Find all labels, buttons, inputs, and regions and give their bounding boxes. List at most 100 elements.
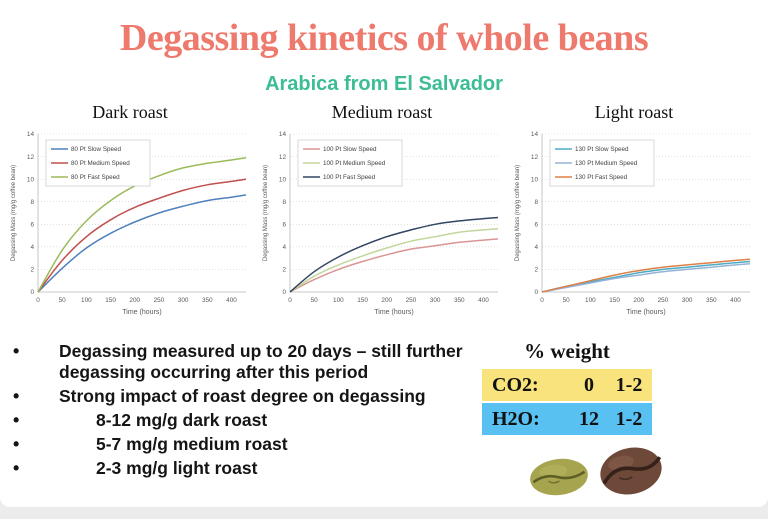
- bottom-section: • Degassing measured up to 20 days – stil…: [0, 335, 768, 497]
- weight-panel: % weight CO2: 0 1-2 H2O: 12 1-2: [466, 335, 768, 497]
- y-tick-label: 14: [27, 131, 35, 138]
- y-tick-label: 4: [30, 244, 34, 251]
- x-tick-label: 350: [202, 297, 213, 304]
- bullet-dot: •: [13, 457, 20, 478]
- x-tick-label: 50: [563, 297, 571, 304]
- x-axis-label: Time (hours): [374, 309, 413, 316]
- series-line: [289, 238, 499, 293]
- bullet-item: • 8-12 mg/g dark roast: [4, 410, 466, 432]
- bullet-dot: •: [13, 385, 20, 406]
- bullet-list: • Degassing measured up to 20 days – stil…: [0, 341, 466, 497]
- x-tick-label: 150: [357, 297, 368, 304]
- slide-subtitle: Arabica from El Salvador: [265, 73, 503, 95]
- y-tick-label: 2: [30, 267, 34, 274]
- x-tick-label: 200: [381, 297, 392, 304]
- chart-title-medium: Medium roast: [331, 102, 433, 122]
- bean-images: [528, 443, 768, 497]
- bullet-item: • Strong impact of roast degree on degass…: [4, 386, 466, 408]
- x-tick-label: 100: [81, 297, 92, 304]
- x-tick-label: 400: [730, 297, 741, 304]
- legend-label: 80 Pt Slow Speed: [71, 146, 122, 153]
- x-tick-label: 350: [706, 297, 717, 304]
- y-tick-label: 12: [279, 154, 287, 161]
- y-tick-label: 8: [30, 199, 34, 206]
- x-tick-label: 400: [478, 297, 489, 304]
- chart-light-roast: Light roast 0 2 4 6 8 10 12 14 0 50 100 150 200 250 30…: [512, 102, 756, 329]
- y-tick-label: 8: [282, 199, 286, 206]
- roasted-coffee-bean-image: [600, 447, 662, 495]
- y-tick-label: 4: [282, 244, 286, 251]
- x-tick-label: 100: [585, 297, 596, 304]
- x-tick-label: 0: [36, 297, 40, 304]
- y-tick-label: 2: [534, 267, 538, 274]
- series-line: [541, 263, 751, 293]
- chart-dark-roast: Dark roast 0 2 4 6 8 10 12 14 0 50 100 150 200 250 300…: [8, 102, 252, 329]
- bullet-text: 8-12 mg/g dark roast: [96, 409, 268, 430]
- h2o-row: H2O: 12 1-2: [482, 403, 652, 435]
- x-tick-label: 250: [406, 297, 417, 304]
- x-tick-label: 200: [633, 297, 644, 304]
- legend-label: 130 Pt Medium Speed: [575, 160, 638, 167]
- legend-label: 80 Pt Fast Speed: [71, 174, 120, 181]
- x-tick-label: 250: [658, 297, 669, 304]
- series-line: [289, 216, 499, 293]
- series-line: [37, 178, 247, 293]
- y-tick-label: 6: [30, 221, 34, 228]
- bullet-dot: •: [13, 341, 20, 361]
- legend-label: 130 Pt Fast Speed: [575, 174, 628, 181]
- bullet-text: 2-3 mg/g light roast: [96, 457, 258, 478]
- y-tick-label: 10: [279, 176, 287, 183]
- y-axis-label: Degassing Mass (mg/g coffee bean): [11, 165, 17, 261]
- x-tick-label: 100: [333, 297, 344, 304]
- x-tick-label: 300: [682, 297, 693, 304]
- x-tick-label: 400: [226, 297, 237, 304]
- h2o-value-2: 1-2: [615, 407, 643, 430]
- x-tick-label: 0: [540, 297, 544, 304]
- y-tick-label: 10: [27, 176, 35, 183]
- y-axis-label: Degassing Mass (mg/g coffee bean): [263, 165, 269, 261]
- weight-table-header: % weight: [524, 339, 610, 363]
- legend-label: 130 Pt Slow Speed: [575, 146, 629, 153]
- charts-row: Dark roast 0 2 4 6 8 10 12 14 0 50 100 150 200 250 300…: [0, 102, 768, 329]
- bullet-dot: •: [13, 433, 20, 454]
- y-tick-label: 2: [282, 267, 286, 274]
- bullet-dot: •: [13, 409, 20, 430]
- bullet-text: Strong impact of roast degree on degassi…: [59, 385, 426, 406]
- chart-medium-roast: Medium roast 0 2 4 6 8 10 12 14 0 50 100 150 200 250 3…: [260, 102, 504, 329]
- y-tick-label: 4: [534, 244, 538, 251]
- y-tick-label: 0: [534, 289, 538, 296]
- legend-label: 100 Pt Medium Speed: [323, 160, 386, 167]
- co2-value-2: 1-2: [615, 373, 643, 396]
- x-tick-label: 250: [154, 297, 165, 304]
- legend-label: 100 Pt Fast Speed: [323, 174, 376, 181]
- y-tick-label: 14: [531, 131, 539, 138]
- bullet-item: • 5-7 mg/g medium roast: [4, 434, 466, 456]
- y-tick-label: 0: [282, 289, 286, 296]
- slide: Degassing kinetics of whole beans Arabic…: [0, 0, 768, 507]
- y-tick-label: 12: [531, 154, 539, 161]
- y-tick-label: 6: [282, 221, 286, 228]
- x-tick-label: 150: [105, 297, 116, 304]
- green-coffee-bean-image: [530, 458, 588, 496]
- y-tick-label: 6: [534, 221, 538, 228]
- y-axis-label: Degassing Mass (mg/g coffee bean): [515, 165, 521, 261]
- x-tick-label: 50: [311, 297, 319, 304]
- light-roast-plot: 0 2 4 6 8 10 12 14 0 50 100 150 200 250 300 350 400 Time …: [515, 131, 751, 316]
- h2o-value-1: 12: [579, 407, 599, 430]
- x-tick-label: 300: [178, 297, 189, 304]
- bullet-item: • 2-3 mg/g light roast: [4, 458, 466, 480]
- x-tick-label: 350: [454, 297, 465, 304]
- y-tick-label: 12: [27, 154, 35, 161]
- x-tick-label: 150: [609, 297, 620, 304]
- y-tick-label: 10: [531, 176, 539, 183]
- bullet-text: 5-7 mg/g medium roast: [96, 433, 288, 454]
- chart-title-dark: Dark roast: [92, 102, 168, 122]
- y-tick-label: 0: [30, 289, 34, 296]
- x-tick-label: 0: [288, 297, 292, 304]
- x-axis-label: Time (hours): [122, 309, 161, 316]
- x-axis-label: Time (hours): [626, 309, 665, 316]
- x-tick-label: 200: [129, 297, 140, 304]
- bullet-item: • Degassing measured up to 20 days – stil…: [4, 341, 466, 384]
- dark-roast-plot: 0 2 4 6 8 10 12 14 0 50 100 150 200 250 300 350 400 Time …: [11, 131, 247, 316]
- series-line: [289, 228, 499, 293]
